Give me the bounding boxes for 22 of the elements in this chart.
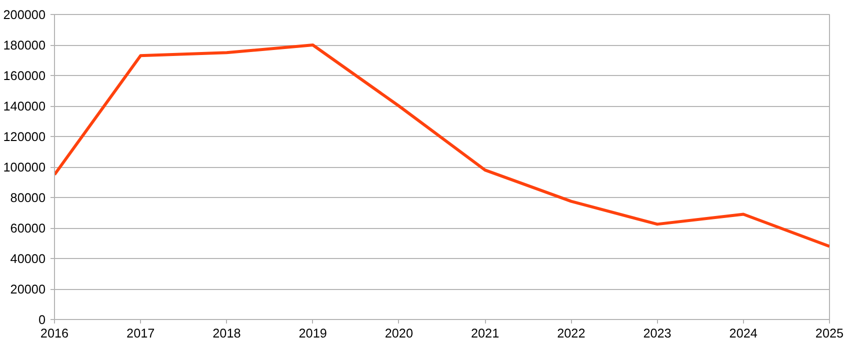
y-tick-label: 160000 (3, 69, 46, 83)
line-series (54, 44, 830, 248)
y-tick-label: 200000 (3, 8, 46, 22)
y-tick-label: 140000 (3, 100, 46, 114)
x-tick-label: 2022 (557, 326, 586, 340)
x-tick-label: 2017 (126, 326, 155, 340)
y-tick-label: 40000 (10, 252, 46, 266)
x-tick-label: 2016 (40, 326, 69, 340)
y-tick-label: 20000 (10, 282, 46, 296)
y-tick-label: 100000 (3, 160, 46, 174)
x-tick-label: 2024 (729, 326, 758, 340)
y-tick-label: 180000 (3, 38, 46, 52)
x-tick-label: 2019 (298, 326, 327, 340)
x-tick-label: 2021 (470, 326, 500, 340)
x-tick-label: 2025 (815, 326, 844, 340)
y-tick-label: 80000 (10, 191, 46, 205)
y-tick-label: 0 (38, 313, 46, 327)
x-tick-label: 2018 (212, 326, 241, 340)
x-tick-label: 2023 (643, 326, 672, 340)
y-tick-label: 60000 (10, 222, 46, 236)
y-tick-label: 120000 (3, 130, 46, 144)
x-tick-label: 2020 (384, 326, 414, 340)
